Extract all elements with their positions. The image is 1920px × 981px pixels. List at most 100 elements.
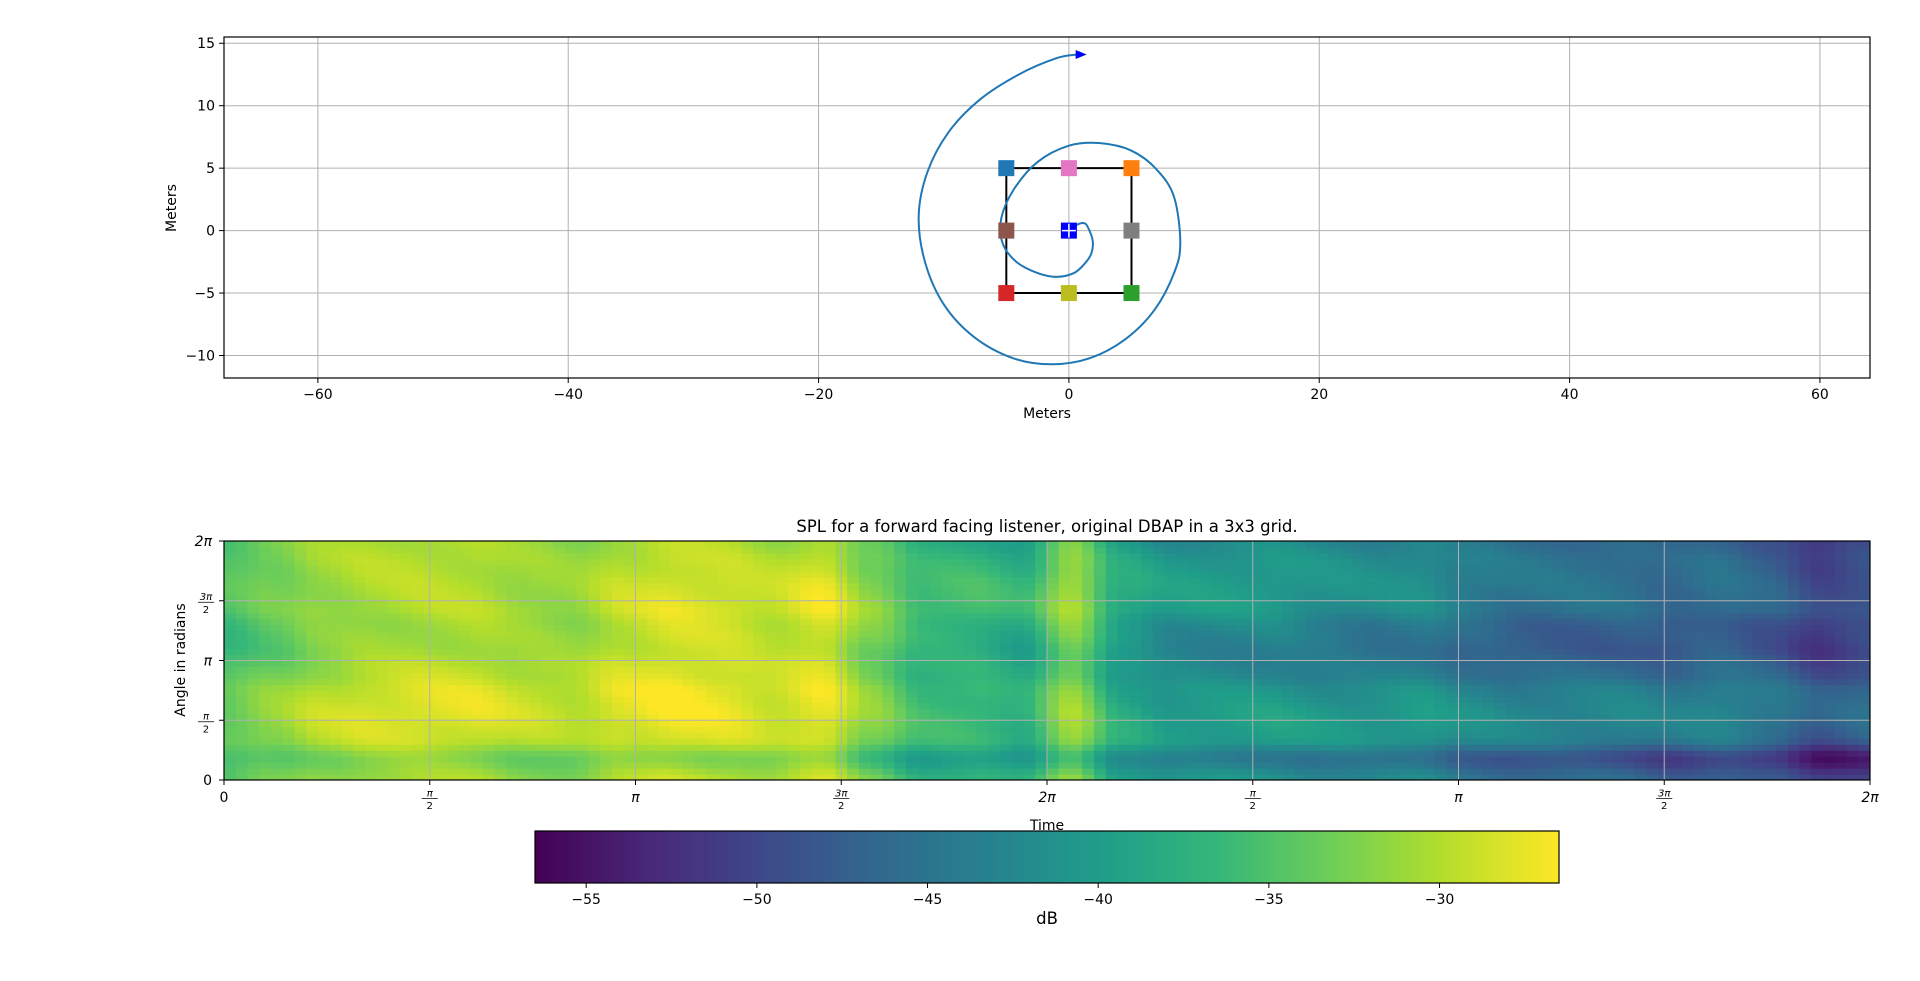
heatmap-cell — [1329, 678, 1342, 685]
heatmap-cell — [1023, 612, 1036, 620]
heatmap-cell — [365, 600, 378, 608]
heatmap-cell — [1094, 600, 1107, 608]
heatmap-cell — [1211, 732, 1224, 739]
heatmap-cell — [1587, 732, 1601, 739]
heatmap-cell — [1364, 552, 1377, 560]
heatmap-cell — [1223, 642, 1236, 650]
heatmap-cell — [858, 594, 872, 602]
heatmap-cell — [1176, 684, 1189, 691]
heatmap-cell — [776, 576, 789, 584]
heatmap-cell — [941, 648, 954, 656]
heatmap-cell — [623, 660, 637, 668]
heatmap-cell — [1576, 774, 1589, 780]
heatmap-cell — [1340, 594, 1354, 602]
heatmap-cell — [1458, 552, 1471, 560]
heatmap-cell — [259, 768, 272, 775]
heatmap-cell — [1058, 666, 1072, 674]
heatmap-cell — [1317, 541, 1330, 548]
heatmap-cell — [1423, 541, 1436, 548]
heatmap-cell — [882, 594, 895, 602]
heatmap-cell — [800, 558, 813, 566]
heatmap-cell — [1235, 750, 1248, 757]
heatmap-cell — [1282, 762, 1295, 769]
heatmap-cell — [365, 636, 378, 644]
heatmap-cell — [1176, 714, 1189, 721]
heatmap-cell — [729, 672, 742, 680]
heatmap-cell — [224, 774, 237, 780]
heatmap-cell — [1423, 762, 1436, 769]
heatmap-cell — [1211, 612, 1224, 620]
heatmap-cell — [318, 732, 331, 739]
heatmap-cell — [506, 642, 519, 650]
heatmap-cell — [1399, 600, 1413, 608]
heatmap-cell — [376, 684, 390, 691]
heatmap-cell — [623, 768, 637, 775]
heatmap-cell — [706, 750, 719, 757]
heatmap-cell — [1599, 564, 1612, 572]
heatmap-cell — [623, 564, 637, 572]
heatmap-cell — [1423, 582, 1436, 590]
heatmap-cell — [564, 762, 578, 769]
heatmap-cell — [435, 666, 448, 674]
heatmap-cell — [905, 594, 919, 602]
heatmap-cell — [306, 576, 319, 584]
heatmap-cell — [1199, 630, 1213, 638]
heatmap-cell — [1587, 744, 1601, 751]
heatmap-cell — [1270, 588, 1283, 596]
heatmap-cell — [1517, 546, 1530, 554]
heatmap-cell — [800, 732, 813, 739]
heatmap-cell — [917, 738, 931, 745]
heatmap-cell — [1552, 768, 1565, 775]
heatmap-cell — [353, 600, 366, 608]
heatmap-cell — [400, 690, 413, 697]
heatmap-cell — [365, 714, 378, 721]
heatmap-cell — [1199, 564, 1213, 572]
heatmap-cell — [224, 558, 237, 566]
heatmap-cell — [894, 684, 907, 691]
heatmap-cell — [1352, 582, 1366, 590]
heatmap-cell — [494, 564, 507, 572]
heatmap-cell — [1411, 702, 1424, 709]
heatmap-cell — [318, 600, 331, 608]
heatmap-cell — [1176, 606, 1189, 614]
heatmap-cell — [1505, 702, 1518, 709]
heatmap-cell — [1376, 678, 1389, 685]
heatmap-cell — [659, 624, 672, 632]
heatmap-cell — [1340, 630, 1354, 638]
heatmap-cell — [670, 606, 684, 614]
heatmap-cell — [1082, 630, 1095, 638]
heatmap-cell — [235, 744, 249, 751]
heatmap-cell — [376, 564, 390, 572]
heatmap-cell — [1505, 564, 1518, 572]
heatmap-cell — [1094, 714, 1107, 721]
heatmap-cell — [412, 582, 425, 590]
heatmap-cell — [1305, 546, 1319, 554]
heatmap-cell — [1070, 738, 1083, 745]
heatmap-cell — [870, 732, 883, 739]
heatmap-cell — [1576, 672, 1589, 680]
heatmap-cell — [1258, 642, 1271, 650]
heatmap-cell — [1599, 546, 1612, 554]
heatmap-cell — [1329, 738, 1342, 745]
heatmap-cell — [1434, 672, 1448, 680]
heatmap-cell — [941, 612, 954, 620]
heatmap-cell — [1035, 636, 1048, 644]
heatmap-cell — [1646, 624, 1659, 632]
heatmap-cell — [282, 714, 296, 721]
heatmap-cell — [1646, 612, 1659, 620]
heatmap-cell — [1576, 750, 1589, 757]
heatmap-cell — [1387, 624, 1401, 632]
heatmap-cell — [1305, 624, 1319, 632]
heatmap-cell — [1482, 726, 1495, 733]
heatmap-cell — [1399, 774, 1413, 780]
heatmap-cell — [1235, 720, 1248, 727]
heatmap-cell — [329, 541, 343, 548]
heatmap-cell — [788, 720, 801, 727]
heatmap-cell — [1293, 696, 1307, 703]
heatmap-cell — [1047, 678, 1060, 685]
heatmap-cell — [1646, 678, 1659, 685]
heatmap-cell — [1446, 714, 1460, 721]
heatmap-cell — [1035, 654, 1048, 662]
heatmap-cell — [376, 624, 390, 632]
heatmap-cell — [435, 636, 448, 644]
